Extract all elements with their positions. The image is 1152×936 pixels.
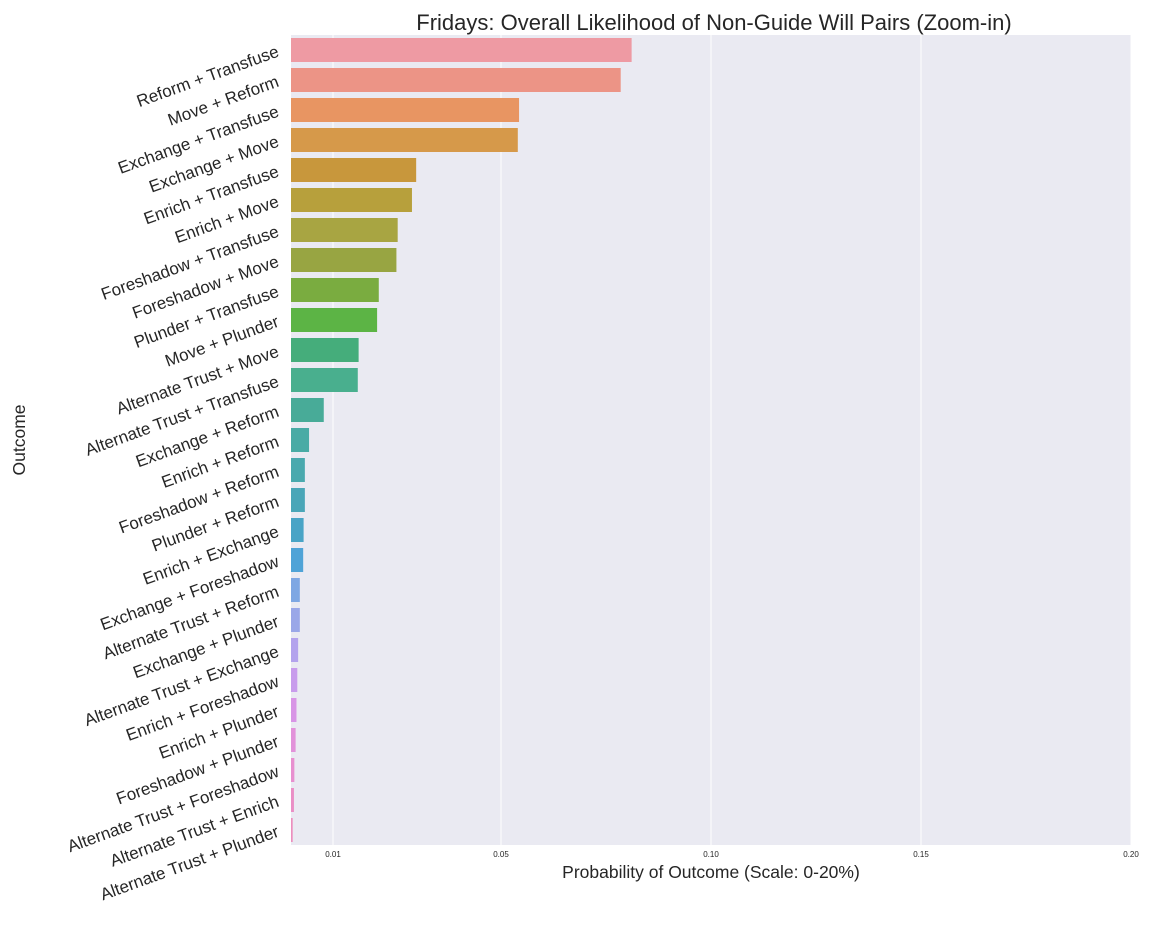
y-axis-label: Outcome — [9, 405, 29, 476]
bar-25 — [291, 788, 294, 812]
x-tick-labels: 0.01 0.05 0.10 0.15 0.20 — [325, 850, 1139, 859]
bar-17 — [291, 548, 304, 572]
bar-20 — [291, 638, 299, 662]
bar-9 — [291, 308, 378, 332]
x-tick-label-3: 0.15 — [913, 850, 929, 859]
bars — [291, 38, 632, 842]
bar-24 — [291, 758, 295, 782]
bar-18 — [291, 578, 300, 602]
bar-0 — [291, 38, 632, 62]
bar-4 — [291, 158, 417, 182]
bar-15 — [291, 488, 305, 512]
bar-7 — [291, 248, 397, 272]
bar-3 — [291, 128, 518, 152]
bar-13 — [291, 428, 310, 452]
bar-21 — [291, 668, 298, 692]
x-tick-label-2: 0.10 — [703, 850, 719, 859]
x-tick-label-4: 0.20 — [1123, 850, 1139, 859]
chart-title: Fridays: Overall Likelihood of Non-Guide… — [416, 10, 1011, 35]
x-axis-label: Probability of Outcome (Scale: 0-20%) — [562, 862, 860, 882]
bar-10 — [291, 338, 359, 362]
x-tick-label-1: 0.05 — [493, 850, 509, 859]
bar-14 — [291, 458, 305, 482]
bar-6 — [291, 218, 398, 242]
bar-22 — [291, 698, 297, 722]
bar-8 — [291, 278, 379, 302]
bar-26 — [291, 818, 293, 842]
bar-5 — [291, 188, 412, 212]
bar-12 — [291, 398, 324, 422]
bar-1 — [291, 68, 621, 92]
bar-19 — [291, 608, 300, 632]
bar-2 — [291, 98, 520, 122]
bar-23 — [291, 728, 296, 752]
x-tick-label-0: 0.01 — [325, 850, 341, 859]
bar-11 — [291, 368, 358, 392]
bar-16 — [291, 518, 304, 542]
